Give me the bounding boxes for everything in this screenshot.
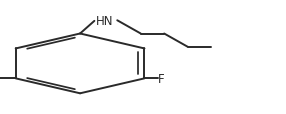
Text: HN: HN [96,15,113,28]
Text: F: F [158,72,165,85]
